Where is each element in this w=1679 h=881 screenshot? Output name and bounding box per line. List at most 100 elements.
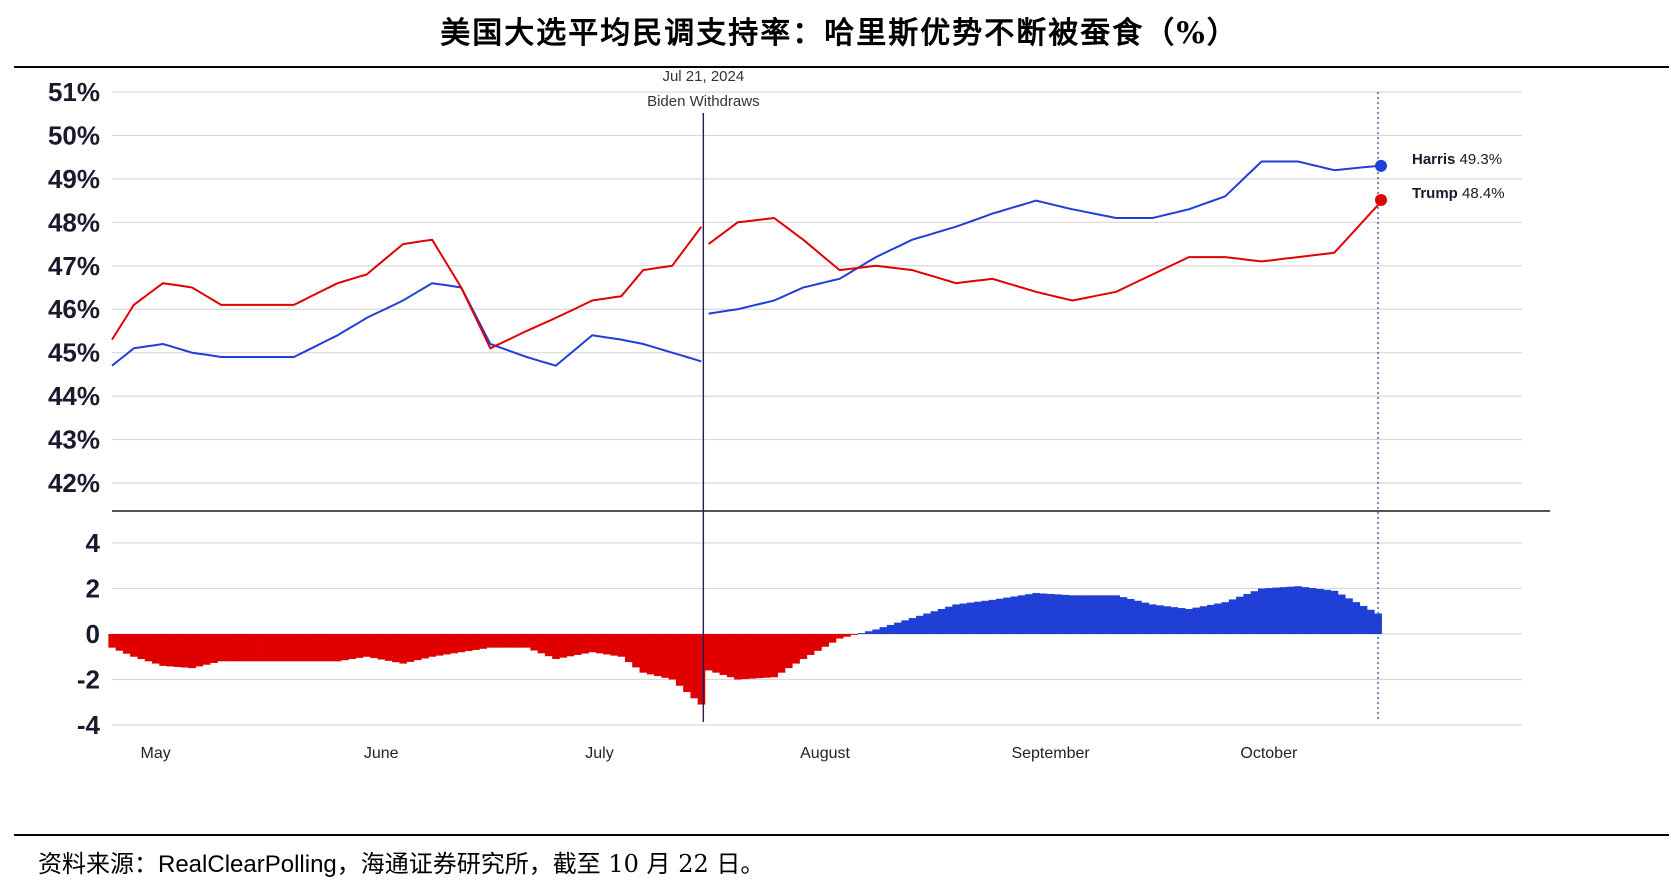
spread-bar	[850, 634, 859, 635]
spread-bar	[595, 634, 604, 654]
spread-bar	[290, 634, 298, 662]
spread-bar	[319, 634, 327, 662]
withdraw-annotation: Jul 21, 2024 Biden Withdraws	[647, 68, 1379, 722]
spread-bar	[1207, 604, 1215, 634]
spread-bar	[544, 634, 553, 657]
spread-bar	[537, 634, 546, 654]
spread-bar	[1257, 588, 1266, 634]
spread-bar	[493, 634, 502, 648]
y-tick-label: 50%	[48, 120, 100, 150]
spread-bar	[952, 604, 960, 634]
spread-bar	[341, 634, 349, 661]
spread-bar	[384, 634, 393, 661]
spread-bar	[719, 634, 728, 675]
spread-bar	[1236, 596, 1244, 634]
spread-bar	[1265, 588, 1273, 634]
spread-bar	[232, 634, 240, 662]
spread-bar	[457, 634, 466, 653]
spread-bar	[865, 631, 873, 634]
spread-bar	[966, 602, 975, 634]
spread-bar	[821, 634, 829, 647]
spread-bar	[857, 633, 866, 634]
spread-bar	[370, 634, 378, 659]
y-tick-label: 45%	[48, 338, 100, 368]
spread-bar	[304, 634, 313, 662]
spread-bar	[1367, 609, 1375, 634]
trump-end-label: Trump 48.4%	[1412, 185, 1505, 202]
spread-bar	[275, 634, 284, 662]
spread-bar	[806, 634, 815, 655]
grid	[112, 91, 1550, 726]
spread-bar	[1003, 597, 1011, 634]
spread-bar	[988, 599, 997, 634]
spread-bar	[734, 634, 742, 680]
spread-bar	[1068, 595, 1077, 634]
spread-bar	[624, 634, 633, 663]
spread-bar	[1359, 605, 1368, 634]
spread-bar	[1010, 596, 1019, 634]
spread-bar	[1156, 605, 1164, 634]
spread-bar	[1170, 607, 1179, 634]
y-tick-label: 51%	[48, 77, 100, 107]
spread-bar	[668, 634, 677, 680]
harris-line-post	[708, 160, 1379, 315]
spread-bar	[872, 629, 880, 634]
x-tick-label: May	[141, 745, 171, 762]
spread-bar	[661, 634, 669, 678]
spread-bar	[799, 634, 808, 660]
spread-bar	[1294, 586, 1302, 634]
spread-bar	[508, 634, 517, 648]
source-suffix: ，海通证券研究所，截至 10 月 22 日。	[336, 850, 765, 878]
spread-bar	[1221, 602, 1230, 634]
spread-bar	[413, 634, 422, 661]
spread-bar	[137, 634, 146, 660]
spread-bar	[1134, 600, 1142, 634]
spread-bar	[581, 634, 589, 654]
spread-bar	[486, 634, 495, 648]
spread-bar	[406, 634, 415, 662]
spread-bar	[574, 634, 582, 655]
spread-bar	[981, 600, 990, 634]
spread-bar	[399, 634, 407, 664]
chart-title: 美国大选平均民调支持率：哈里斯优势不断被蚕食（%）	[440, 16, 1239, 51]
spread-bar	[152, 634, 160, 664]
y-tick-label: 46%	[48, 294, 100, 324]
spread-bar	[1272, 587, 1281, 634]
spread-bar	[1046, 593, 1055, 634]
spread-bar	[1032, 593, 1040, 634]
trump-line-post	[707, 204, 1379, 302]
y-tick-label: -2	[77, 665, 100, 695]
spread-bar	[181, 634, 189, 668]
trump-line-pre	[111, 226, 703, 350]
spread-bar	[894, 622, 902, 634]
annotation-date: Jul 21, 2024	[662, 68, 744, 85]
spread-bar	[268, 634, 277, 662]
x-tick-label: July	[585, 745, 613, 762]
spread-bar	[202, 634, 211, 665]
y-tick-label: 44%	[48, 381, 100, 411]
spread-bar	[639, 634, 648, 673]
spread-bar	[479, 634, 488, 649]
spread-bar	[530, 634, 538, 651]
spread-bar	[1090, 595, 1099, 634]
spread-bars	[108, 586, 1382, 705]
x-tick-label: October	[1240, 745, 1298, 762]
spread-bar	[1279, 587, 1288, 634]
spread-bar	[1054, 594, 1062, 634]
source-name: RealClearPolling	[158, 851, 337, 878]
spread-bar	[1141, 602, 1150, 634]
spread-bar	[690, 634, 699, 699]
spread-bar	[930, 611, 939, 634]
spread-bar	[246, 634, 255, 662]
spread-bar	[1083, 595, 1091, 634]
x-axis: May June July August September October	[141, 745, 1298, 762]
y-tick-label: 43%	[48, 425, 100, 455]
annotation-event: Biden Withdraws	[647, 93, 760, 110]
spread-bar	[1061, 594, 1070, 634]
spread-bar	[188, 634, 196, 669]
y-axis: 51% 50% 49% 48% 47% 46% 45% 44% 43% 42% 4 2 0 -2 -4	[48, 77, 101, 740]
spread-bar	[1316, 588, 1324, 634]
source-prefix: 资料来源：	[38, 850, 158, 878]
spread-bar	[1250, 591, 1259, 634]
x-tick-label: August	[800, 745, 850, 762]
